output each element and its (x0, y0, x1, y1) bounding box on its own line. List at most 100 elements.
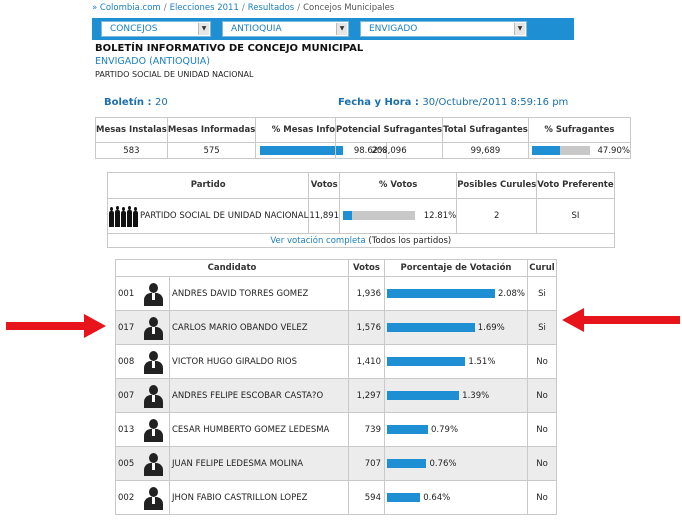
breadcrumb-current: Concejos Municipales (303, 3, 395, 13)
boletin-value: 20 (155, 97, 168, 108)
candidate-curul: No (527, 412, 557, 447)
party-pct: 12.81% (423, 211, 457, 221)
full-results-link[interactable]: Ver votación completa (270, 235, 366, 246)
candidate-name: JUAN FELIPE LEDESMA MOLINA (169, 446, 349, 481)
candidate-number: 001 (115, 276, 138, 311)
col-header: Potencial Sufragantes (334, 117, 444, 143)
col-header: Votos (308, 172, 341, 199)
progress-bar (387, 288, 495, 298)
candidate-name: VICTOR HUGO GIRALDO RIOS (169, 344, 349, 379)
candidate-pct: 2.08% (498, 288, 526, 299)
department-value: ANTIOQUIA (231, 24, 282, 34)
breadcrumb-elecciones-link[interactable]: Elecciones 2011 (169, 3, 239, 13)
candidate-pct: 1.69% (477, 322, 505, 333)
progress-bar-bg (559, 145, 590, 155)
col-header: Posibles Curules (456, 172, 538, 199)
party-subtitle: PARTIDO SOCIAL DE UNIDAD NACIONAL (95, 70, 254, 79)
candidate-pct-cell: 1.69% (384, 310, 528, 345)
candidate-pct: 0.79% (431, 424, 459, 435)
full-results-suffix: (Todos los partidos) (368, 235, 452, 246)
right-arrow-icon (562, 308, 680, 332)
progress-bar (260, 145, 344, 155)
fecha-label: Fecha y Hora (338, 97, 412, 108)
candidate-votos: 1,936 (348, 276, 385, 311)
location-subtitle: ENVIGADO (ANTIOQUIA) (95, 56, 210, 67)
party-votos: 11,891 (308, 198, 341, 234)
candidate-pct-cell: 0.76% (384, 446, 528, 481)
mesas-instaladas: 583 (95, 142, 168, 159)
sufragantes-potencial: 208,096 (334, 142, 444, 159)
candidate-curul: No (527, 378, 557, 413)
partido-table: Partido Votos % Votos Posibles Curules V… (106, 172, 615, 248)
candidate-pct-cell: 1.39% (384, 378, 528, 413)
sufragantes-total: 99,689 (442, 142, 529, 159)
candidate-pct-cell: 2.08% (384, 276, 528, 311)
candidate-pct-cell: 0.64% (384, 480, 528, 515)
candidate-photo (137, 480, 170, 515)
progress-bar (387, 458, 427, 468)
sufragantes-table: Potencial Sufragantes Total Sufragantes … (334, 117, 631, 159)
breadcrumb: » Colombia.com / Elecciones 2011/Resultado… (92, 3, 395, 13)
candidate-name: CARLOS MARIO OBANDO VELEZ (169, 310, 349, 345)
candidate-number: 017 (115, 310, 138, 345)
left-arrow-icon (6, 314, 106, 338)
breadcrumb-resultados-link[interactable]: Resultados (247, 3, 295, 13)
avatar-icon (142, 316, 164, 340)
chevron-down-icon: ▼ (198, 23, 209, 35)
candidate-number: 013 (115, 412, 138, 447)
avatar-icon (142, 384, 164, 408)
party-name: PARTIDO SOCIAL DE UNIDAD NACIONAL (138, 198, 310, 234)
municipality-select[interactable]: ENVIGADO ▼ (360, 21, 527, 37)
candidate-votos: 707 (348, 446, 385, 481)
candidate-curul: Si (527, 310, 557, 345)
boletin-label: Boletín (104, 97, 145, 108)
col-header: Votos (348, 259, 385, 277)
party-pct-cell: 12.81% (339, 198, 458, 234)
candidate-votos: 1,410 (348, 344, 385, 379)
full-results-row: Ver votación completa (Todos los partido… (107, 233, 615, 248)
table-row: 005 JUAN FELIPE LEDESMA MOLINA 707 0.76% No (115, 446, 557, 481)
party-curules: 2 (456, 198, 538, 234)
table-row: 008 VICTOR HUGO GIRALDO RIOS 1,410 1.51% No (115, 344, 557, 379)
chevron-down-icon: ▼ (336, 23, 347, 35)
candidate-curul: No (527, 344, 557, 379)
election-type-select[interactable]: CONCEJOS ▼ (101, 21, 211, 37)
col-header: Mesas Instalas (95, 117, 168, 143)
col-header: Partido (106, 172, 310, 199)
breadcrumb-home-link[interactable]: » Colombia.com (92, 3, 161, 13)
candidate-name: ANDRES DAVID TORRES GOMEZ (169, 276, 349, 311)
candidate-number: 007 (115, 378, 138, 413)
col-header: % Sufragantes (527, 117, 631, 143)
avatar-icon (142, 282, 164, 306)
fecha-info: Fecha y Hora : 30/Octubre/2011 8:59:16 p… (338, 97, 569, 108)
col-header: Curul (527, 259, 557, 277)
candidate-pct-cell: 1.51% (384, 344, 528, 379)
col-header: % Votos (339, 172, 458, 199)
col-header: Mesas Informadas (166, 117, 257, 143)
progress-bar (531, 145, 560, 155)
candidate-pct: 1.51% (468, 356, 496, 367)
candidate-photo (137, 344, 170, 379)
candidate-curul: Si (527, 276, 557, 311)
party-logo-cell (107, 198, 138, 234)
municipality-value: ENVIGADO (369, 24, 418, 34)
progress-bar-bg (352, 211, 416, 220)
candidate-number: 005 (115, 446, 138, 481)
candidate-number: 002 (115, 480, 138, 515)
candidate-photo (137, 378, 170, 413)
candidate-photo (137, 446, 170, 481)
candidate-votos: 1,297 (348, 378, 385, 413)
sufragantes-pct: 47.90% (597, 145, 630, 156)
boletin-info: Boletín : 20 (104, 97, 168, 108)
election-type-value: CONCEJOS (110, 24, 158, 34)
page-title: BOLETÍN INFORMATIVO DE CONCEJO MUNICIPAL (95, 43, 364, 54)
avatar-icon (142, 452, 164, 476)
candidate-name: CESAR HUMBERTO GOMEZ LEDESMA (169, 412, 349, 447)
mesas-informadas: 575 (166, 142, 257, 159)
candidate-name: JHON FABIO CASTRILLON LOPEZ (169, 480, 349, 515)
candidate-pct-cell: 0.79% (384, 412, 528, 447)
candidate-photo (137, 276, 170, 311)
candidate-photo (137, 310, 170, 345)
department-select[interactable]: ANTIOQUIA ▼ (222, 21, 349, 37)
avatar-icon (142, 486, 164, 510)
